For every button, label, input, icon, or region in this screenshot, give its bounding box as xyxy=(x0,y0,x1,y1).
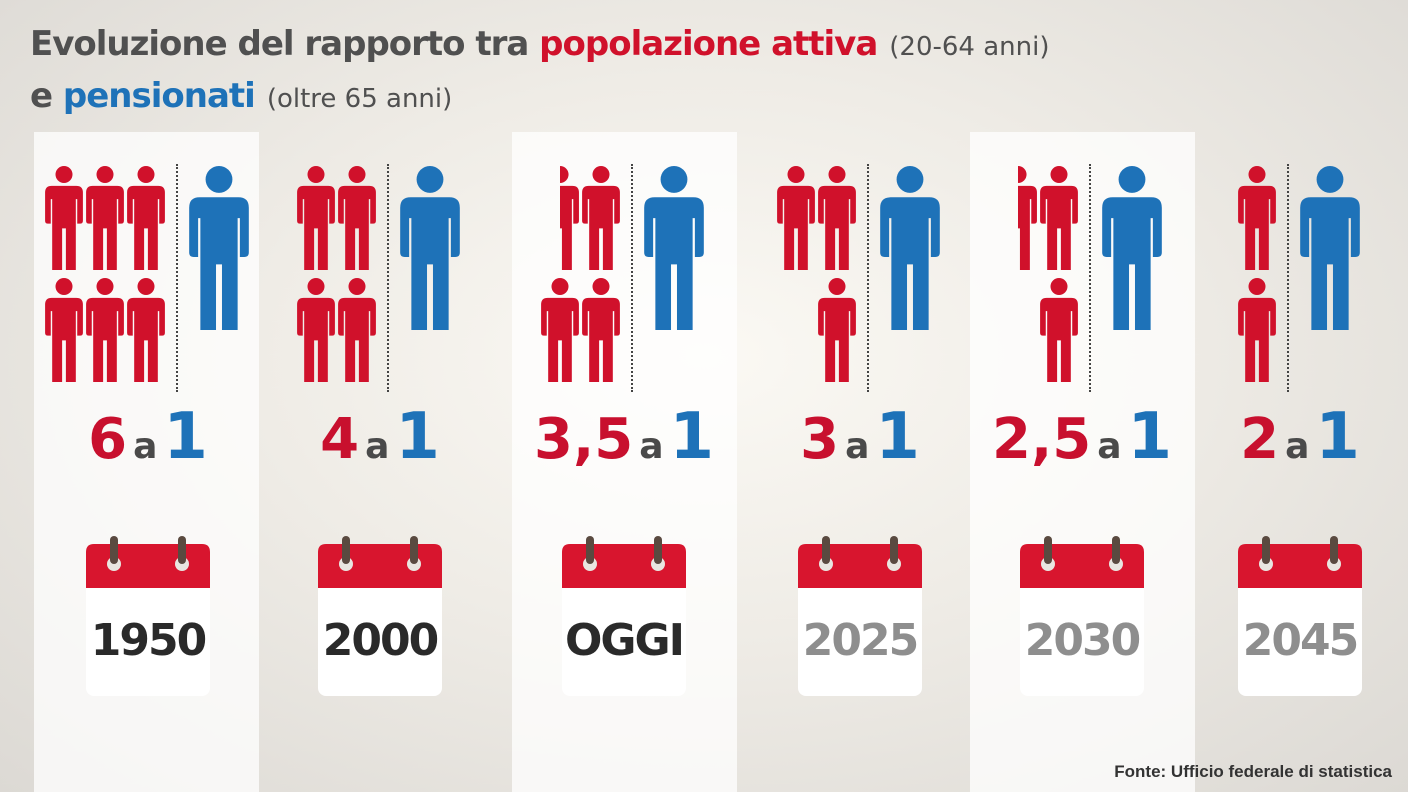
year-label-2030: 2030 xyxy=(1024,615,1141,666)
pictogram-2025 xyxy=(777,160,1007,400)
worker-icon xyxy=(1040,166,1078,270)
worker-icon xyxy=(1237,166,1276,270)
worker-icon xyxy=(126,166,165,270)
ratio-pensioners-value: 1 xyxy=(163,400,208,474)
worker-icon xyxy=(1237,278,1276,382)
ratio-workers-value: 2 xyxy=(1240,407,1280,472)
worker-icon xyxy=(541,278,579,382)
ratio-label-2025: 3 a1 xyxy=(740,402,980,488)
worker-icon xyxy=(777,166,815,270)
title-pensioners-label: pensionati xyxy=(62,76,256,116)
year-label-oggi: OGGI xyxy=(564,615,685,666)
calendar-icon xyxy=(562,536,686,696)
worker-icon xyxy=(297,278,335,382)
worker-icon xyxy=(818,278,856,382)
pensioner-icon xyxy=(1299,166,1360,330)
worker-icon xyxy=(582,166,620,270)
pensioner-icon xyxy=(400,166,460,330)
ratio-workers-value: 2,5 xyxy=(991,407,1092,472)
pictogram-2000 xyxy=(297,160,527,400)
ratio-connector: a xyxy=(133,426,158,467)
ratio-connector: a xyxy=(639,426,664,467)
ratio-label-2045: 2 a1 xyxy=(1180,402,1408,488)
ratio-label-oggi: 3,5 a1 xyxy=(504,402,744,488)
ratio-workers-value: 4 xyxy=(320,407,360,472)
ratio-pensioners-value: 1 xyxy=(669,400,715,474)
worker-icon xyxy=(297,166,335,270)
worker-icon xyxy=(85,278,124,382)
worker-icon xyxy=(44,278,83,382)
calendar-icon xyxy=(86,536,210,696)
chart-title-line1: Evoluzione del rapporto tra popolazione … xyxy=(30,24,1050,67)
year-label-1950: 1950 xyxy=(90,615,207,666)
ratio-pensioners-value: 1 xyxy=(395,400,440,474)
worker-icon xyxy=(1018,166,1037,270)
ratio-pensioners-value: 1 xyxy=(1315,400,1360,474)
dotted-divider xyxy=(1286,164,1289,392)
ratio-workers-value: 6 xyxy=(88,407,128,472)
worker-icon xyxy=(582,278,620,382)
worker-icon xyxy=(85,166,124,270)
dotted-divider xyxy=(387,164,389,392)
pensioner-icon xyxy=(644,166,704,330)
title-prefix: Evoluzione del rapporto tra xyxy=(30,24,540,64)
worker-icon xyxy=(338,166,376,270)
ratio-pensioners-value: 1 xyxy=(1127,400,1173,474)
ratio-connector: a xyxy=(845,426,870,467)
worker-icon xyxy=(338,278,376,382)
title-connector: e xyxy=(30,76,63,116)
pensioner-icon xyxy=(1102,166,1162,330)
ratio-workers-value: 3 xyxy=(800,407,840,472)
ratio-label-1950: 6 a1 xyxy=(28,402,268,488)
ratio-workers-value: 3,5 xyxy=(533,407,634,472)
dotted-divider xyxy=(631,164,633,392)
ratio-connector: a xyxy=(1285,426,1310,467)
worker-icon xyxy=(560,166,579,270)
pensioner-icon xyxy=(188,166,249,330)
dotted-divider xyxy=(175,164,178,392)
title-workers-age: (20-64 anni) xyxy=(889,32,1050,62)
dotted-divider xyxy=(867,164,869,392)
title-workers-label: popolazione attiva xyxy=(539,24,878,64)
worker-icon xyxy=(1040,278,1078,382)
ratio-pensioners-value: 1 xyxy=(875,400,920,474)
title-pensioners-age: (oltre 65 anni) xyxy=(266,84,453,114)
pictogram-2045 xyxy=(1237,160,1408,400)
chart-title-line2: e pensionati (oltre 65 anni) xyxy=(30,76,452,119)
calendar-icon xyxy=(318,536,442,696)
calendar-icon xyxy=(1020,536,1144,696)
source-note: Fonte: Ufficio federale di statistica xyxy=(1114,762,1392,781)
worker-icon xyxy=(126,278,165,382)
year-label-2025: 2025 xyxy=(802,615,919,666)
ratio-connector: a xyxy=(1097,426,1122,467)
ratio-connector: a xyxy=(365,426,390,467)
year-label-2045: 2045 xyxy=(1242,615,1359,666)
pictogram-oggi xyxy=(541,160,771,400)
year-label-2000: 2000 xyxy=(322,615,439,666)
ratio-label-2000: 4 a1 xyxy=(260,402,500,488)
worker-icon xyxy=(44,166,83,270)
pictogram-1950 xyxy=(44,160,275,400)
pictogram-2030 xyxy=(999,160,1229,400)
calendar-icon xyxy=(798,536,922,696)
dotted-divider xyxy=(1089,164,1091,392)
pensioner-icon xyxy=(880,166,940,330)
worker-icon xyxy=(818,166,856,270)
ratio-label-2030: 2,5 a1 xyxy=(962,402,1202,488)
calendar-icon xyxy=(1238,536,1362,696)
